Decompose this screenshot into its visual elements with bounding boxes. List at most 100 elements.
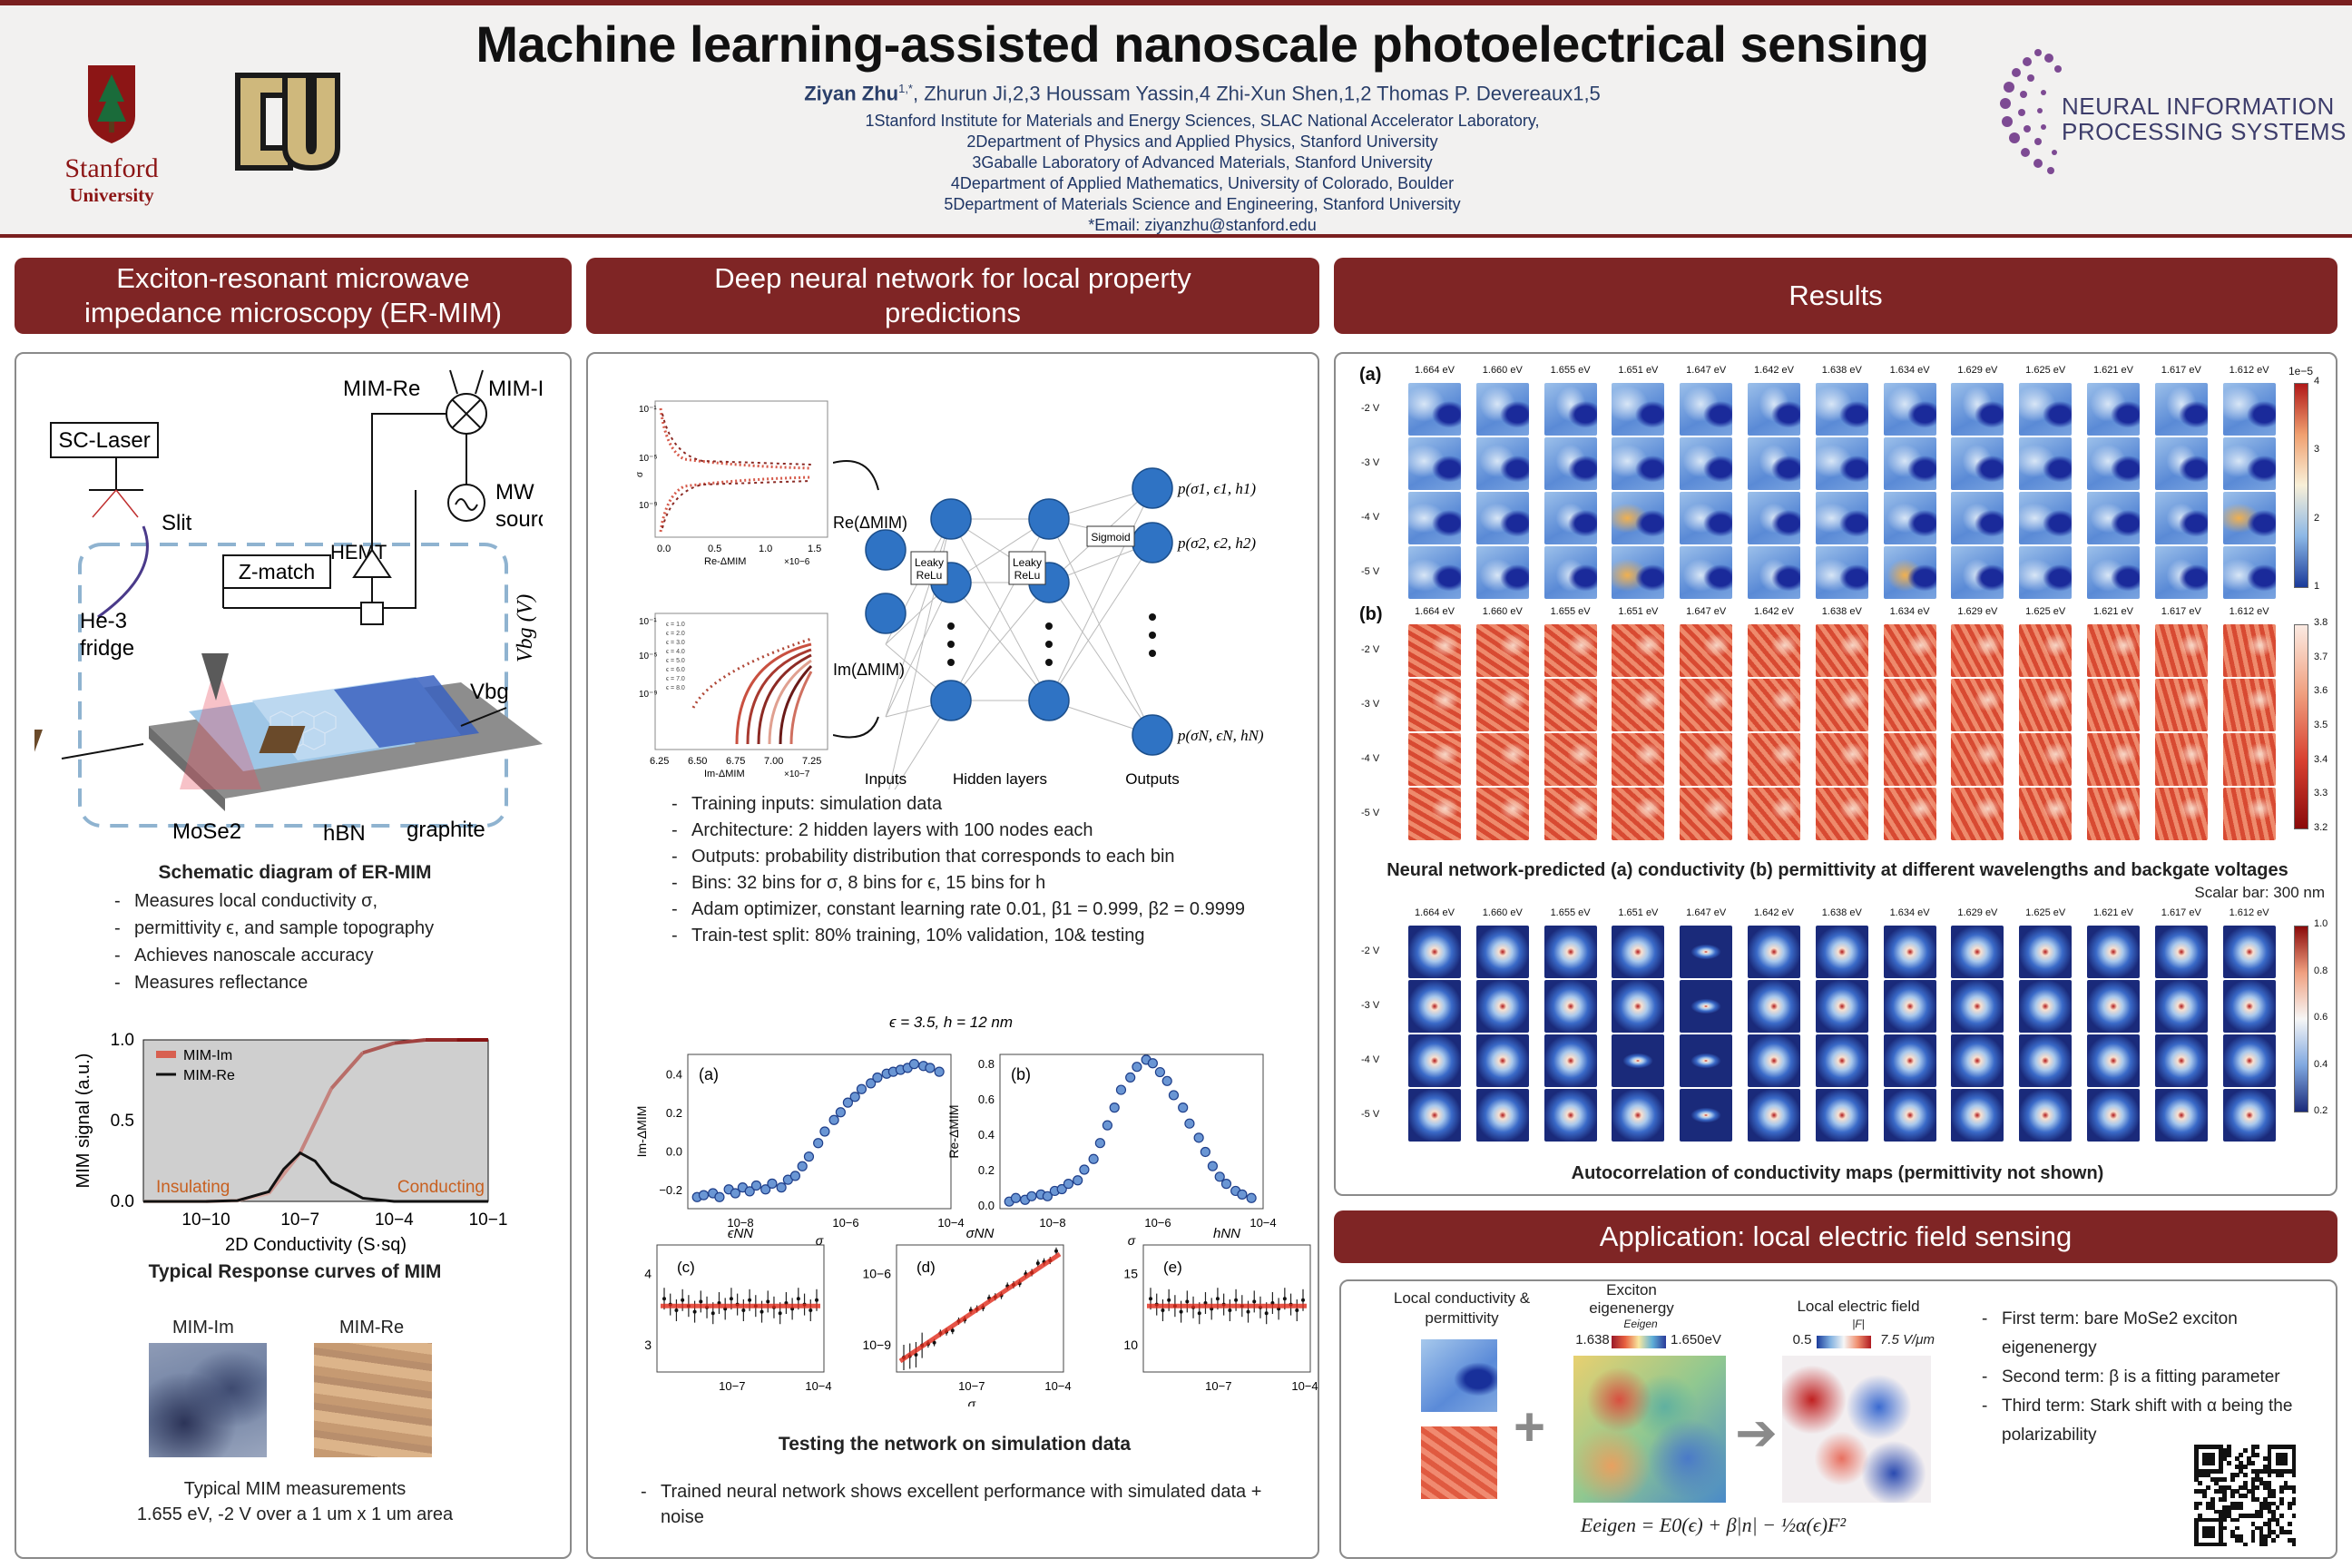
y-axis-label: Re-ΔMIM — [946, 1104, 961, 1158]
lead-author-affil: 1,* — [898, 82, 913, 95]
x-tick-label: 10−4 — [805, 1379, 831, 1393]
qr-module — [2283, 1456, 2288, 1462]
qr-module — [2288, 1485, 2292, 1490]
qr-module — [2291, 1465, 2297, 1470]
hidden-layers-label: Hidden layers — [953, 770, 1047, 788]
autocorrelation-map — [1815, 1034, 1868, 1087]
conductivity-map — [1883, 383, 1936, 436]
meas-re-label: MIM-Re — [339, 1318, 405, 1338]
data-point — [789, 1171, 801, 1181]
nn-point — [1149, 1297, 1152, 1301]
qr-module — [2194, 1465, 2199, 1470]
data-point — [1147, 1058, 1158, 1069]
autocorrelation-map — [1612, 980, 1665, 1033]
autocorrelation-map — [1475, 980, 1529, 1033]
data-point — [714, 1191, 725, 1202]
qr-module — [2242, 1465, 2248, 1470]
conductivity-map — [1748, 492, 1800, 544]
qr-module — [2218, 1530, 2223, 1534]
response-caption: Typical Response curves of MIM — [148, 1261, 442, 1282]
panel-label: (a) — [699, 1065, 719, 1083]
colorbar-tick: 3.6 — [2314, 685, 2328, 697]
energy-label: 1.621 eV — [2092, 606, 2134, 617]
nn-frame — [656, 1244, 825, 1373]
section-results-banner: Results — [1334, 258, 2337, 334]
autocorrelation-map — [2154, 1089, 2208, 1142]
conductivity-map — [1815, 492, 1868, 544]
autocorrelation-map — [1408, 926, 1461, 978]
qr-module — [2201, 1468, 2207, 1474]
y-tick-label: 10−9 — [862, 1338, 891, 1352]
autocorrelation-map — [2154, 1034, 2208, 1087]
permittivity-map — [1475, 624, 1529, 677]
sc-laser-label: SC-Laser — [58, 428, 150, 453]
permittivity-map — [1475, 679, 1529, 731]
mim-re-label: MIM-Re — [343, 377, 420, 401]
autocorrelation-map — [1748, 926, 1800, 978]
exciton-label: Exciton eigenenergy — [1550, 1281, 1713, 1318]
qr-module — [2263, 1522, 2268, 1526]
mini-top-tick-2: 0.5 — [708, 544, 721, 554]
qr-module — [2201, 1517, 2207, 1523]
qr-module — [2206, 1501, 2211, 1506]
qr-module — [2271, 1501, 2276, 1506]
qr-module — [2279, 1530, 2284, 1534]
qr-module — [2259, 1505, 2264, 1510]
energy-label: 1.629 eV — [1957, 606, 1998, 617]
qr-module — [2198, 1514, 2203, 1518]
qr-module — [2291, 1514, 2297, 1518]
autocorrelation-map — [1475, 1034, 1529, 1087]
energy-label: 1.625 eV — [2025, 907, 2066, 918]
qr-module — [2271, 1514, 2276, 1518]
colorbar-tick: 3.5 — [2314, 720, 2328, 730]
qr-module — [2226, 1485, 2231, 1490]
autocorrelation-map — [2222, 1034, 2276, 1087]
permittivity-map — [1680, 788, 1733, 840]
svg-text:ϵ = 7.0: ϵ = 7.0 — [666, 676, 685, 682]
data-point — [1237, 1189, 1248, 1200]
qr-module — [2226, 1448, 2231, 1454]
svg-text:10⁻⁵: 10⁻⁵ — [639, 454, 658, 464]
data-point — [813, 1138, 824, 1149]
qr-module — [2218, 1525, 2223, 1531]
voltage-label: -3 V — [1361, 699, 1380, 710]
qr-module — [2259, 1538, 2264, 1543]
nn-title: ϵNN — [728, 1226, 753, 1241]
qr-module — [2291, 1448, 2297, 1454]
autocorrelation-map — [1951, 1034, 2004, 1087]
autocorrelation-map — [1408, 1089, 1461, 1142]
qr-module — [2247, 1514, 2251, 1518]
energy-label: 1.621 eV — [2092, 365, 2134, 376]
y-tick-label: 10−6 — [862, 1266, 891, 1280]
nn-frame — [1142, 1244, 1311, 1373]
meas-caption-2: 1.655 eV, -2 V over a 1 um x 1 um area — [136, 1504, 454, 1524]
x-axis-label: σ — [816, 1233, 824, 1248]
qr-module — [2275, 1452, 2280, 1457]
qr-module — [2255, 1509, 2259, 1514]
hbn-label: hBN — [323, 821, 366, 846]
conductivity-map — [2222, 492, 2276, 544]
nn-point — [1228, 1308, 1232, 1312]
colorbar-tick: 0.6 — [2314, 1012, 2328, 1023]
qr-module — [2194, 1452, 2199, 1457]
qr-code[interactable] — [2194, 1445, 2297, 1547]
qr-module — [2226, 1509, 2231, 1514]
conductivity-map — [2154, 492, 2208, 544]
qr-module — [2250, 1497, 2256, 1502]
autocorrelation-map — [1748, 1034, 1800, 1087]
qr-module — [2218, 1465, 2223, 1470]
qr-module — [2239, 1465, 2244, 1470]
qr-module — [2267, 1509, 2272, 1514]
x-tick-label: 10−8 — [1039, 1216, 1065, 1230]
data-point — [1220, 1179, 1232, 1190]
qr-module — [2263, 1481, 2268, 1486]
eigen-equation: Eeigen = E0(ϵ) + β|n| − ½α(ϵ)F² — [1580, 1514, 1847, 1536]
permittivity-map — [1612, 788, 1665, 840]
autocorrelation-map — [1883, 1034, 1936, 1087]
graphite-label: graphite — [407, 818, 485, 842]
qr-module — [2263, 1534, 2268, 1539]
autocorrelation-map — [1883, 1089, 1936, 1142]
permittivity-map — [2019, 733, 2073, 786]
nn-point — [950, 1328, 955, 1333]
qr-module — [2255, 1485, 2259, 1490]
